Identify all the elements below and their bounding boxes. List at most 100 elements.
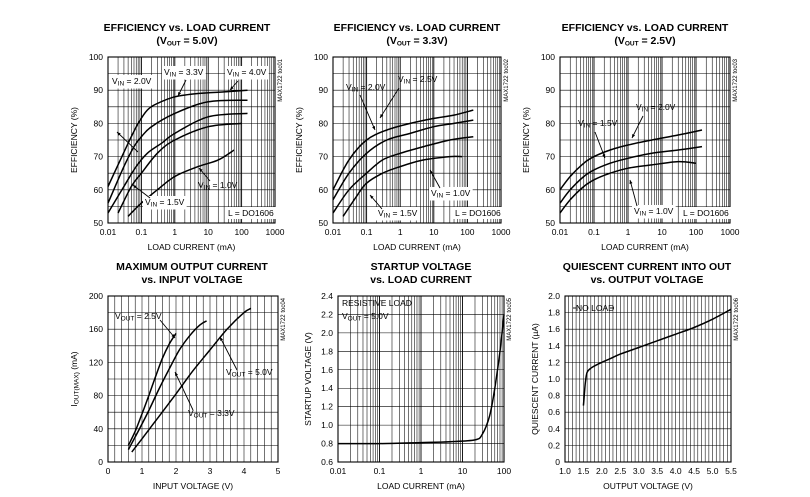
y-tick-label: 80 [319, 118, 329, 128]
chart-subtitle: vs. OUTPUT VOLTAGE [591, 274, 704, 286]
series-line-2 [332, 119, 474, 201]
y-tick-label: 100 [541, 52, 555, 62]
x-axis-label: LOAD CURRENT (mA) [373, 242, 461, 252]
y-tick-label: 1.2 [548, 357, 560, 367]
chart-code: MAX1722 toc05 [507, 297, 513, 340]
chart-subtitle: (VOUT = 3.3V) [386, 35, 447, 48]
annotation: VOUT = 3.3V [174, 371, 235, 420]
y-axis-label: EFFICIENCY (%) [69, 107, 79, 173]
chart-title: MAXIMUM OUTPUT CURRENT [116, 261, 268, 273]
annotation: VIN = 4.0V [225, 66, 269, 91]
annotation-label: VIN = 1.0V [198, 180, 238, 192]
y-tick-label: 160 [89, 324, 103, 334]
x-axis-label: LOAD CURRENT (mA) [601, 242, 689, 252]
x-tick-label: 1000 [266, 227, 285, 237]
chart-code: MAX1722 toc04 [281, 297, 287, 340]
series-line-2 [127, 320, 208, 450]
y-tick-label: 0.4 [548, 424, 560, 434]
x-tick-label: 1 [172, 227, 177, 237]
annotation-arrowhead [199, 168, 203, 172]
y-tick-label: 0 [555, 457, 560, 467]
y-tick-label: 1.8 [548, 308, 560, 318]
annotation-leader [116, 131, 139, 153]
y-tick-label: 60 [94, 185, 104, 195]
y-tick-label: 70 [319, 152, 329, 162]
x-tick-label: 1 [419, 466, 424, 476]
annotation-label: VOUT = 5.0V [226, 367, 273, 379]
annotation-leader [594, 131, 606, 159]
y-tick-label: 2.2 [321, 309, 333, 319]
annotation-label: L = DO1606 [683, 208, 729, 218]
chart-code: MAX1722 toc06 [734, 297, 740, 340]
annotation: VIN = 2.0V [346, 82, 386, 131]
series-line-3 [107, 112, 248, 214]
annotation-arrowhead [372, 126, 375, 130]
annotation-arrowhead [430, 170, 434, 174]
y-tick-label: 0.6 [548, 407, 560, 417]
series-line-1 [107, 89, 248, 187]
annotation: VIN = 1.5V [132, 184, 187, 210]
annotation: VIN = 2.0V [631, 102, 676, 139]
annotation-label: VIN = 1.0V [431, 188, 471, 200]
y-tick-label: 70 [546, 152, 556, 162]
x-tick-label: 1 [140, 466, 145, 476]
annotation-box [632, 205, 676, 219]
annotation-arrowhead [117, 132, 121, 136]
y-axis-label: QUIESCENT CURRENT (µA) [530, 323, 540, 435]
chart-6: 1.0 1.5 2.0 2.5 3.0 3.5 4.0 4.5 5.0 5.5 0 0.2 0.4 0.6… [530, 261, 740, 491]
annotation-label: VIN = 1.5V [145, 197, 185, 209]
plot-frame [107, 56, 276, 224]
series-line-1 [332, 109, 474, 191]
annotation-arrowhead [220, 337, 224, 341]
y-tick-label: 0.8 [548, 391, 560, 401]
annotation-label: VIN = 2.0V [636, 102, 676, 114]
annotation-arrowhead [602, 154, 606, 158]
annotation-arrowhead [175, 372, 178, 376]
y-tick-label: 120 [89, 357, 103, 367]
annotation-label: VOUT = 2.5V [115, 311, 162, 323]
x-tick-label: 100 [497, 466, 511, 476]
chart-code: MAX1722 toc01 [278, 58, 284, 101]
y-tick-label: 90 [546, 85, 556, 95]
y-tick-label: 2.0 [321, 328, 333, 338]
chart-subtitle: vs. INPUT VOLTAGE [141, 274, 242, 286]
chart-5: 0.01 0.1 1 10 100 0.6 0.8 1.0 1.2 1.4 1.6 1.8 2.0 2.2… [303, 261, 513, 491]
y-tick-label: 100 [89, 52, 103, 62]
annotation-label: VIN = 1.5V [378, 208, 418, 220]
annotation-label: NO LOAD [576, 303, 614, 313]
annotation-arrowhead [629, 180, 633, 184]
annotation-label: VIN = 2.0V [346, 82, 386, 94]
y-tick-label: 1.6 [548, 324, 560, 334]
x-tick-label: 1.0 [559, 466, 571, 476]
plot-frame [559, 56, 731, 224]
annotation: VIN = 1.0V [629, 179, 676, 219]
annotation-leader [359, 94, 376, 131]
y-tick-label: 0.8 [321, 439, 333, 449]
x-tick-label: 4 [242, 466, 247, 476]
x-tick-label: 0.01 [552, 227, 569, 237]
series-line-1 [127, 332, 177, 446]
y-tick-label: 100 [314, 52, 328, 62]
annotation-arrowhead [133, 185, 137, 189]
annotation: L = DO1606 [681, 207, 732, 219]
x-tick-label: 1.5 [578, 466, 590, 476]
annotation: VIN = 2.0V [110, 75, 154, 153]
x-tick-label: 1 [626, 227, 631, 237]
y-tick-label: 60 [546, 185, 556, 195]
y-tick-label: 0.6 [321, 457, 333, 467]
y-tick-label: 0.2 [548, 440, 560, 450]
annotation: VIN = 1.0V [429, 169, 473, 201]
x-axis-label: OUTPUT VOLTAGE (V) [603, 481, 693, 491]
y-tick-label: 1.4 [548, 341, 560, 351]
series-line-4 [117, 122, 242, 214]
annotation-leader [629, 179, 638, 207]
annotation-arrowhead [370, 195, 374, 199]
annotation: VIN = 1.5V [369, 194, 420, 221]
y-tick-label: 0 [98, 457, 103, 467]
x-tick-label: 0.1 [588, 227, 600, 237]
chart-subtitle: (VOUT = 5.0V) [156, 35, 217, 48]
series-line-3 [131, 307, 252, 453]
x-tick-label: 1000 [721, 227, 740, 237]
chart-code: MAX1722 toc03 [733, 58, 739, 101]
x-axis-label: LOAD CURRENT (mA) [377, 481, 465, 491]
